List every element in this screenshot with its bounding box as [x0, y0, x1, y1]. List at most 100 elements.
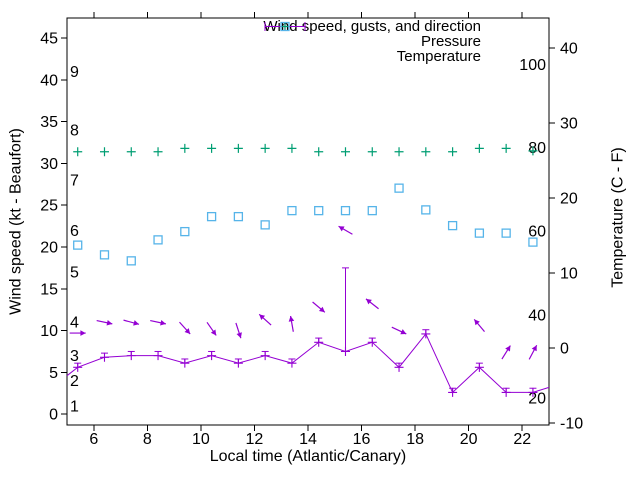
pressure-marker: [501, 143, 511, 153]
legend-symbol-errorbar-icon: [264, 19, 533, 34]
temperature-marker: [287, 205, 297, 216]
wind-speed-marker: [73, 362, 83, 372]
wind-speed-marker: [153, 351, 163, 361]
y-left-tick-label: 40: [40, 72, 58, 89]
pressure-marker: [340, 147, 350, 157]
legend-symbol-plus-icon: [280, 22, 533, 49]
wind-speed-marker: [528, 387, 538, 397]
x-axis-title: Local time (Atlantic/Canary): [209, 448, 407, 465]
beaufort-inner-label: 9: [70, 64, 79, 81]
y-right-tick-label: 10: [560, 265, 578, 282]
x-tick-label: 8: [143, 431, 152, 448]
legend-label-pressure: Pressure: [420, 33, 481, 50]
pressure-marker: [474, 143, 484, 153]
wind-direction-arrowhead: [505, 345, 511, 352]
fahrenheit-inner-label: 60: [528, 223, 546, 240]
legend-row-pressure: Pressure: [280, 22, 533, 50]
beaufort-inner-label: 4: [70, 315, 79, 332]
y-right-tick-label: 30: [560, 115, 578, 132]
legend-label-temperature: Temperature: [396, 48, 481, 65]
legend-sample: [280, 22, 290, 31]
wind-direction-arrowhead: [184, 328, 191, 335]
temperature-marker: [126, 256, 136, 266]
wind-speed-marker: [501, 387, 511, 397]
wind-direction-arrowhead: [259, 314, 266, 320]
legend-row-temperature: Temperature: [280, 21, 533, 65]
temperature-marker: [73, 240, 83, 250]
wind-direction-arrowhead: [80, 330, 86, 336]
plot-border: [66, 17, 550, 426]
pressure-marker: [99, 147, 109, 157]
legend-symbol-square-icon: [280, 21, 533, 64]
beaufort-inner-label: 1: [70, 398, 79, 415]
fahrenheit-inner-label: 40: [528, 307, 546, 324]
wind-speed-marker: [421, 329, 431, 339]
pressure-marker: [367, 147, 377, 157]
pressure-marker: [153, 147, 163, 157]
y-left-tick-label: 15: [40, 281, 58, 298]
wind-speed-marker: [207, 351, 217, 361]
fahrenheit-inner-label: 20: [528, 391, 546, 408]
wind-direction-arrowhead: [236, 332, 242, 339]
wind-direction-arrowhead: [318, 306, 325, 313]
y-left-tick-label: 25: [40, 198, 58, 215]
temperature-marker: [501, 228, 511, 238]
pressure-marker: [207, 143, 217, 153]
pressure-marker: [233, 143, 243, 153]
wind-direction-arrowhead: [106, 320, 113, 326]
x-tick-label: 18: [406, 431, 424, 448]
wind-speed-marker: [340, 346, 350, 356]
pressure-marker: [314, 147, 324, 157]
temperature-marker: [233, 211, 244, 222]
wind-direction-arrowhead: [474, 319, 480, 326]
wind-speed-marker: [394, 362, 404, 372]
temperature-marker: [367, 205, 377, 216]
x-tick-label: 12: [246, 431, 264, 448]
x-tick-label: 10: [192, 431, 210, 448]
wind-direction-arrowhead: [160, 320, 166, 326]
beaufort-inner-label: 8: [70, 122, 79, 139]
y-left-tick-label: 30: [40, 156, 58, 173]
beaufort-inner-label: 6: [70, 223, 79, 240]
x-tick-label: 6: [89, 431, 98, 448]
wind-speed-marker: [260, 351, 270, 361]
wind-direction-arrowhead: [400, 329, 407, 335]
wind-direction-arrowhead: [210, 329, 217, 336]
pressure-marker: [421, 147, 431, 157]
pressure-marker: [260, 143, 270, 153]
y-left-tick-label: 10: [40, 323, 58, 340]
y-right-tick-label: 20: [560, 190, 578, 207]
pressure-marker: [73, 147, 83, 157]
temperature-marker: [153, 235, 163, 245]
temperature-marker: [421, 205, 431, 215]
temperature-marker: [99, 250, 110, 260]
y-left-tick-label: 5: [49, 365, 58, 382]
wind-direction-arrowhead: [133, 320, 139, 326]
temperature-marker: [180, 226, 190, 237]
temperature-marker: [474, 228, 485, 238]
y-right-tick-label: 0: [560, 340, 569, 357]
temperature-marker: [447, 220, 458, 231]
x-tick-label: 14: [299, 431, 317, 448]
y-right-tick-label: 40: [560, 40, 578, 57]
x-tick-label: 16: [353, 431, 371, 448]
x-tick-label: 20: [460, 431, 478, 448]
y-left-tick-label: 45: [40, 31, 58, 48]
pressure-marker: [126, 147, 136, 157]
legend-label-wind: Wind speed, gusts, and direction: [263, 18, 481, 35]
legend: Wind speed, gusts, and direction Pressur…: [263, 19, 533, 64]
wind-speed-marker: [367, 337, 377, 347]
temperature-marker: [340, 205, 351, 216]
x-tick-label: 22: [513, 431, 531, 448]
pressure-marker: [180, 143, 190, 153]
wind-speed-marker: [314, 337, 324, 347]
y-left-tick-label: 20: [40, 239, 58, 256]
fahrenheit-inner-label: 100: [519, 57, 546, 74]
legend-sample: [280, 21, 291, 32]
temperature-marker: [394, 183, 404, 193]
wind-direction-arrowhead: [338, 226, 345, 232]
beaufort-inner-label: 2: [70, 373, 79, 390]
pressure-marker: [528, 146, 538, 156]
